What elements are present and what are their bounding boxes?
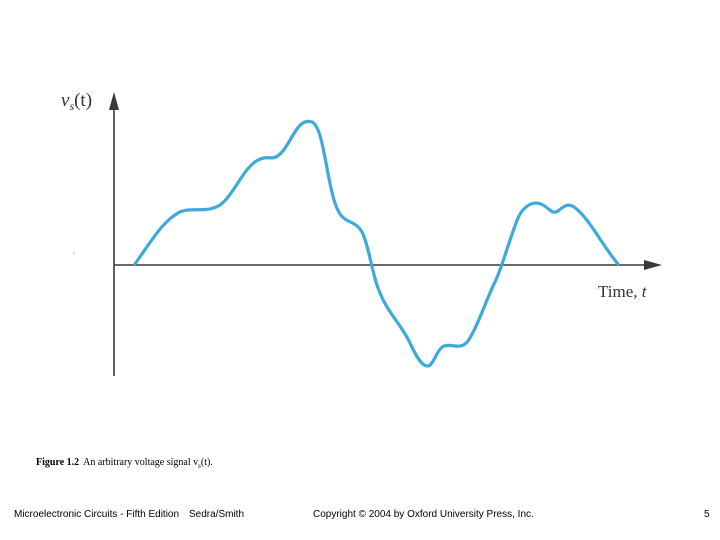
figure-caption: Figure 1.2 An arbitrary voltage signal vs…	[36, 457, 213, 470]
y-axis-arrow	[109, 92, 119, 110]
caption-suffix: (t).	[200, 457, 213, 468]
y-axis-var: v	[61, 90, 70, 111]
caption-subscript: s	[198, 462, 201, 470]
y-axis-argument: (t)	[74, 90, 92, 111]
stray-mark	[73, 252, 75, 254]
x-axis-label: Time, t	[598, 282, 648, 301]
footer-book-title: Microelectronic Circuits - Fifth Edition	[14, 509, 180, 520]
y-axis-label: vs(t)	[61, 90, 92, 113]
caption-text: An arbitrary voltage signal v	[83, 457, 199, 468]
footer-page-number: 5	[704, 509, 710, 520]
x-axis-arrow	[644, 260, 662, 270]
x-axis-var: t	[642, 282, 648, 301]
figure-number: Figure 1.2	[36, 457, 80, 468]
x-axis-label-text: Time,	[598, 282, 642, 301]
footer-copyright: Copyright © 2004 by Oxford University Pr…	[313, 509, 534, 520]
signal-curve	[133, 119, 620, 368]
y-axis-subscript: s	[69, 99, 74, 113]
footer-authors: Sedra/Smith	[189, 509, 245, 520]
